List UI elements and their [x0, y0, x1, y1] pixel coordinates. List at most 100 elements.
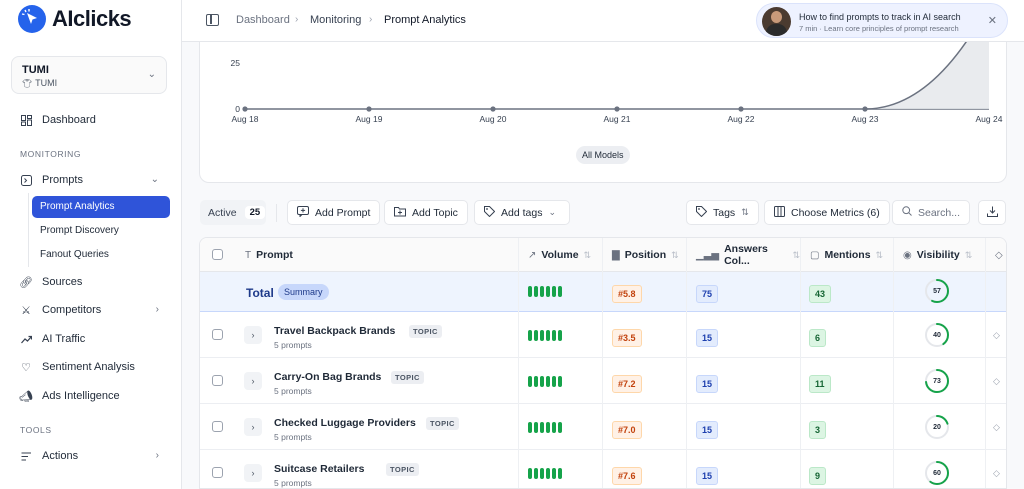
tag-icon — [696, 205, 708, 220]
volume-bars — [528, 330, 562, 341]
volume-bar — [558, 286, 562, 297]
position-badge: #7.6 — [612, 467, 642, 485]
active-filter[interactable]: Active 25 — [200, 200, 266, 225]
legend-all-models[interactable]: All Models — [576, 146, 630, 164]
choose-metrics-button[interactable]: Choose Metrics (6) — [764, 200, 890, 225]
sidebar-item-sentiment-analysis[interactable]: ♡ Sentiment Analysis — [20, 361, 135, 374]
add-topic-button[interactable]: Add Topic — [384, 200, 468, 225]
volume-bar — [540, 286, 544, 297]
tag-icon[interactable]: ◇ — [993, 422, 1000, 432]
column-header-tags[interactable]: ◇ — [985, 238, 1006, 272]
x-tick-label: Aug 20 — [480, 114, 507, 124]
position-badge: #3.5 — [612, 329, 642, 347]
sidebar-item-actions[interactable]: Actions — [20, 450, 78, 462]
sidebar-item-sources[interactable]: 🔗︎ Sources — [19, 276, 82, 289]
tags-filter-button[interactable]: Tags ⇅ — [686, 200, 759, 225]
column-header-answers[interactable]: ▁▃▅ Answers Col... ⇅ — [686, 238, 800, 272]
answers-badge: 15 — [696, 421, 719, 439]
add-prompt-icon — [297, 205, 309, 220]
volume-bar — [534, 422, 538, 433]
answers-badge: 15 — [696, 467, 719, 485]
table-row[interactable]: › Suitcase Retailers TOPIC 5 prompts #7.… — [200, 450, 1006, 488]
chevron-right-icon[interactable]: › — [244, 372, 262, 390]
column-header-visibility[interactable]: ◉ Visibility ⇅ — [893, 238, 985, 272]
topic-name[interactable]: Travel Backpack Brands — [274, 325, 396, 337]
workspace-switcher[interactable]: TUMI 👕︎ TUMI ⌄ — [11, 56, 167, 94]
chart-card: 0 25 Aug 18 Aug 19 Aug 20 Aug 21 Aug 22 Aug 23 A… — [199, 3, 1007, 183]
sidebar-item-prompts[interactable]: Prompts — [20, 174, 83, 186]
active-label: Active — [208, 206, 237, 219]
column-header-position[interactable]: ▇ Position ⇅ — [602, 238, 686, 272]
chevron-down-icon[interactable]: ⌄ — [150, 174, 159, 185]
breadcrumb-monitoring[interactable]: Monitoring — [310, 14, 362, 26]
tag-icon: ◇ — [995, 249, 1003, 261]
volume-bar — [534, 468, 538, 479]
chevron-right-icon[interactable]: › — [244, 464, 262, 482]
chevron-right-icon[interactable]: › — [244, 326, 262, 344]
eye-icon: ◉ — [903, 249, 912, 261]
sidebar-item-dashboard[interactable]: Dashboard — [20, 114, 96, 126]
position-badge: #5.8 — [612, 285, 642, 303]
column-header-volume[interactable]: ↗ Volume ⇅ — [518, 238, 602, 272]
column-header-mentions[interactable]: ▢ Mentions ⇅ — [800, 238, 893, 272]
tag-icon[interactable]: ◇ — [993, 468, 1000, 478]
tag-icon[interactable]: ◇ — [993, 330, 1000, 340]
chevron-right-icon[interactable]: › — [155, 304, 159, 315]
add-prompt-button[interactable]: Add Prompt — [287, 200, 381, 225]
row-checkbox[interactable] — [212, 329, 223, 340]
gauge-fill — [925, 461, 949, 485]
topic-name[interactable]: Suitcase Retailers — [274, 463, 365, 475]
table-row[interactable]: › Carry-On Bag Brands TOPIC 5 prompts #7… — [200, 358, 1006, 404]
toolbar-divider — [276, 204, 277, 222]
table-row[interactable]: › Checked Luggage Providers TOPIC 5 prom… — [200, 404, 1006, 450]
x-tick-label: Aug 21 — [604, 114, 631, 124]
top-bar: Dashboard › Monitoring › Prompt Analytic… — [182, 0, 1024, 42]
promo-banner[interactable]: How to find prompts to track in AI searc… — [756, 3, 1008, 38]
add-topic-label: Add Topic — [412, 206, 458, 219]
sort-icon: ⇅ — [964, 249, 973, 260]
sidebar-item-label: Prompts — [42, 174, 83, 186]
column-label: Mentions — [824, 249, 871, 261]
table-row-total[interactable]: Total Summary #5.8 75 43 57 — [200, 272, 1006, 312]
sidebar-item-prompt-discovery[interactable]: Prompt Discovery — [40, 225, 119, 236]
chevron-right-icon[interactable]: › — [155, 450, 159, 461]
sidebar-item-prompt-analytics[interactable]: Prompt Analytics — [32, 196, 170, 218]
table-row[interactable]: › Travel Backpack Brands TOPIC 5 prompts… — [200, 312, 1006, 358]
column-header-prompt[interactable]: T Prompt — [236, 238, 518, 272]
sidebar-item-ads-intelligence[interactable]: 📣︎ Ads Intelligence — [19, 390, 120, 403]
volume-bar — [528, 422, 532, 433]
row-checkbox[interactable] — [212, 421, 223, 432]
sidebar-item-ai-traffic[interactable]: AI Traffic — [20, 333, 85, 345]
position-badge: #7.2 — [612, 375, 642, 393]
sidebar-item-competitors[interactable]: ⚔︎ Competitors — [20, 304, 101, 317]
video-thumbnail — [762, 7, 791, 36]
download-button[interactable] — [978, 200, 1006, 225]
add-tags-button[interactable]: Add tags ⌄ — [474, 200, 570, 225]
row-checkbox[interactable] — [212, 467, 223, 478]
breadcrumb-dashboard[interactable]: Dashboard — [236, 14, 290, 26]
tag-icon[interactable]: ◇ — [993, 376, 1000, 386]
data-point — [490, 106, 496, 112]
chevron-right-icon[interactable]: › — [244, 418, 262, 436]
sidebar-item-fanout-queries[interactable]: Fanout Queries — [40, 249, 109, 260]
visibility-gauge: 73 — [924, 368, 950, 394]
gauge-fill — [925, 369, 949, 393]
row-checkbox[interactable] — [212, 375, 223, 386]
column-label: Position — [624, 249, 667, 261]
data-point — [614, 106, 620, 112]
topic-tag: TOPIC — [386, 463, 419, 476]
search-input[interactable]: Search... — [892, 200, 970, 225]
sort-icon: ⇅ — [875, 249, 884, 260]
topic-name[interactable]: Checked Luggage Providers — [274, 417, 416, 429]
sidebar-toggle-icon[interactable] — [206, 14, 219, 26]
volume-bars — [528, 376, 562, 387]
volume-bar — [528, 376, 532, 387]
topic-name[interactable]: Carry-On Bag Brands — [274, 371, 382, 383]
sidebar-item-label: AI Traffic — [42, 333, 86, 345]
close-icon[interactable]: ✕ — [987, 15, 997, 27]
mentions-badge: 6 — [809, 329, 827, 347]
logo[interactable]: AIclicks — [18, 5, 132, 33]
sidebar: AIclicks TUMI 👕︎ TUMI ⌄ Dashboard MONITO… — [0, 0, 182, 489]
select-all-checkbox[interactable] — [212, 249, 223, 260]
column-divider — [686, 238, 687, 488]
